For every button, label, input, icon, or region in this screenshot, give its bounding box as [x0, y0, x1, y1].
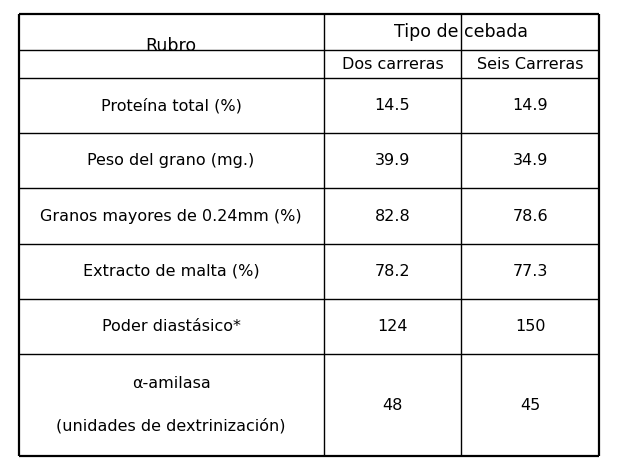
Text: 77.3: 77.3 — [513, 264, 548, 279]
Text: 150: 150 — [515, 319, 546, 334]
Text: Seis Carreras: Seis Carreras — [477, 56, 584, 71]
Text: Proteína total (%): Proteína total (%) — [101, 98, 242, 113]
Text: α-amilasa

(unidades de dextrinización): α-amilasa (unidades de dextrinización) — [56, 376, 286, 434]
Text: Extracto de malta (%): Extracto de malta (%) — [83, 264, 260, 279]
Text: 78.6: 78.6 — [513, 209, 548, 224]
Text: 14.5: 14.5 — [375, 98, 410, 113]
Text: Tipo de cebada: Tipo de cebada — [394, 23, 528, 41]
Text: 124: 124 — [377, 319, 408, 334]
Text: 82.8: 82.8 — [375, 209, 410, 224]
Text: 48: 48 — [383, 398, 403, 413]
Text: Poder diastásico*: Poder diastásico* — [101, 319, 240, 334]
Text: 34.9: 34.9 — [513, 153, 548, 168]
Text: 45: 45 — [520, 398, 541, 413]
Text: 78.2: 78.2 — [375, 264, 410, 279]
Text: Rubro: Rubro — [145, 37, 197, 55]
Text: 39.9: 39.9 — [375, 153, 410, 168]
Text: Peso del grano (mg.): Peso del grano (mg.) — [87, 153, 255, 168]
Text: Granos mayores de 0.24mm (%): Granos mayores de 0.24mm (%) — [40, 209, 302, 224]
Text: 14.9: 14.9 — [513, 98, 548, 113]
Text: Dos carreras: Dos carreras — [342, 56, 443, 71]
